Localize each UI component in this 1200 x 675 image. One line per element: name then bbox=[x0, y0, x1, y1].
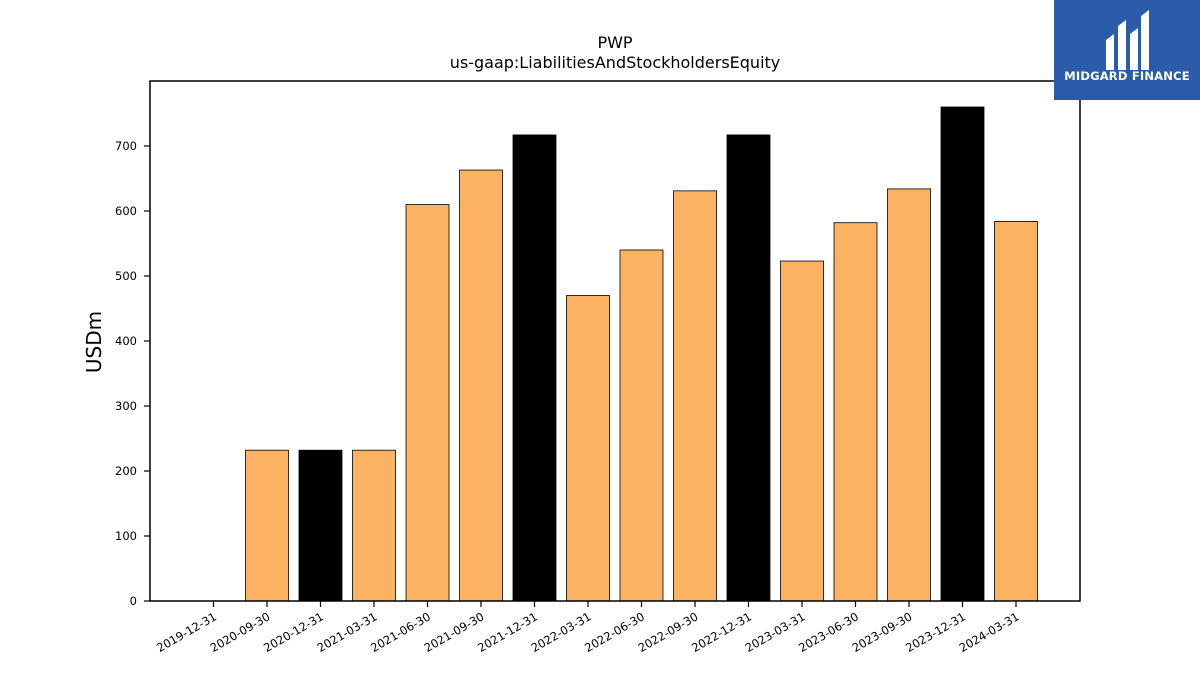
x-tick-label: 2021-06-30 bbox=[368, 609, 433, 655]
bar-2020-12-31 bbox=[298, 449, 343, 602]
bar-2023-12-31 bbox=[940, 106, 985, 602]
bar-2021-03-31 bbox=[352, 449, 396, 602]
y-tick-label: 500 bbox=[115, 269, 137, 283]
bar-2022-12-31 bbox=[726, 134, 771, 602]
x-tick-label: 2019-12-31 bbox=[154, 609, 219, 655]
y-tick-label: 400 bbox=[115, 334, 137, 348]
x-tick-label: 2023-09-30 bbox=[850, 609, 915, 655]
bar-2022-03-31 bbox=[566, 295, 610, 602]
chart-subtitle: us-gaap:LiabilitiesAndStockholdersEquity bbox=[450, 53, 781, 72]
bar-2023-03-31 bbox=[780, 260, 824, 602]
y-tick-label: 700 bbox=[115, 139, 137, 153]
x-tick-label: 2024-03-31 bbox=[957, 609, 1022, 655]
bar-2022-06-30 bbox=[619, 249, 664, 602]
logo-text: MIDGARD FINANCE bbox=[1064, 69, 1190, 83]
bar-2023-09-30 bbox=[887, 188, 931, 602]
x-tick-label: 2022-06-30 bbox=[582, 609, 647, 655]
bar-2021-12-31 bbox=[512, 134, 557, 602]
bars-group bbox=[245, 106, 1038, 602]
bar-2021-09-30 bbox=[459, 169, 503, 602]
bar-2023-06-30 bbox=[833, 222, 878, 602]
x-axis: 2019-12-312020-09-302020-12-312021-03-31… bbox=[154, 601, 1022, 655]
y-tick-label: 300 bbox=[115, 399, 137, 413]
y-tick-label: 100 bbox=[115, 529, 137, 543]
x-tick-label: 2020-09-30 bbox=[208, 609, 273, 655]
bar-2020-09-30 bbox=[245, 449, 289, 602]
x-tick-label: 2022-09-30 bbox=[636, 609, 701, 655]
x-tick-label: 2020-12-31 bbox=[261, 609, 326, 655]
x-tick-label: 2023-12-31 bbox=[903, 609, 968, 655]
y-tick-label: 600 bbox=[115, 204, 137, 218]
x-tick-label: 2022-03-31 bbox=[529, 609, 594, 655]
logo-mark-icon bbox=[1106, 10, 1149, 70]
bar-2021-06-30 bbox=[405, 204, 450, 602]
y-tick-label: 200 bbox=[115, 464, 137, 478]
chart-title: PWP bbox=[597, 33, 632, 52]
y-axis: 0 100 200 300 400 500 600 700 bbox=[115, 139, 150, 608]
midgard-finance-logo: MIDGARD FINANCE bbox=[1054, 0, 1200, 100]
logo-background bbox=[1054, 0, 1200, 100]
y-axis-label: USDm bbox=[82, 311, 106, 373]
x-tick-label: 2021-12-31 bbox=[475, 609, 540, 655]
plot-frame bbox=[149, 80, 1081, 602]
y-tick-label: 0 bbox=[130, 594, 137, 608]
x-tick-label: 2023-03-31 bbox=[743, 609, 808, 655]
x-tick-label: 2021-09-30 bbox=[422, 609, 487, 655]
bar-2022-09-30 bbox=[673, 190, 717, 602]
x-tick-label: 2022-12-31 bbox=[689, 609, 754, 655]
bar-2024-03-31 bbox=[994, 220, 1038, 602]
x-tick-label: 2023-06-30 bbox=[796, 609, 861, 655]
x-tick-label: 2021-03-31 bbox=[315, 609, 380, 655]
